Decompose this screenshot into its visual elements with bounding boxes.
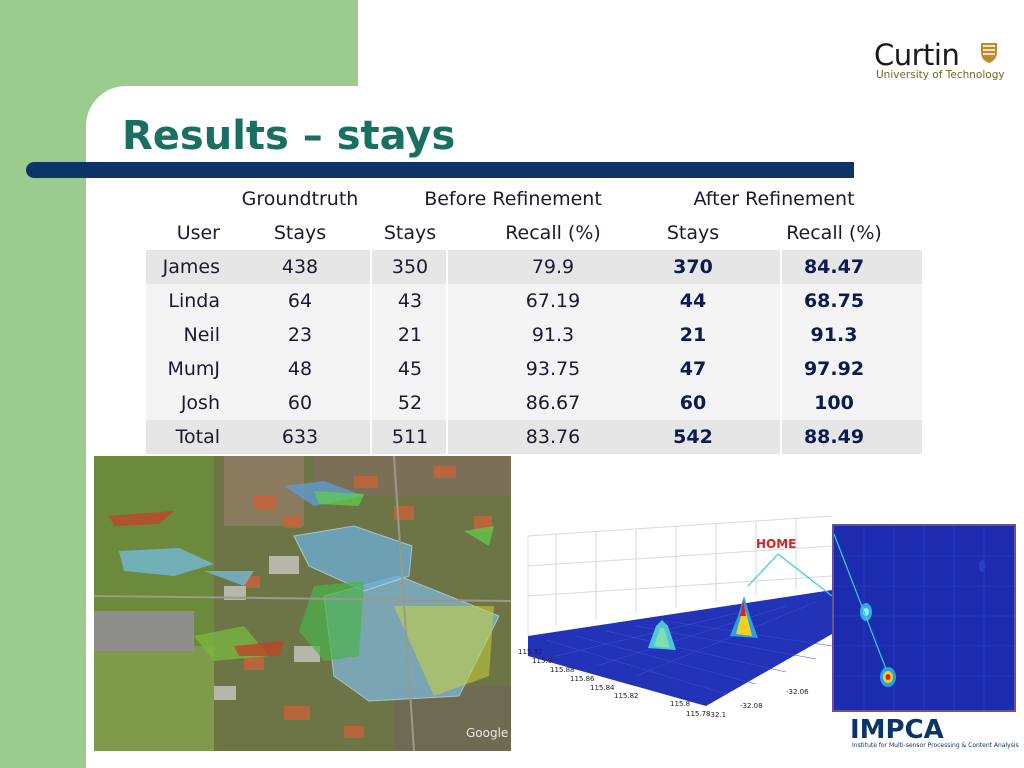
table-row-total: Total 633 511 83.76 542 88.49 <box>146 420 922 454</box>
cell-before-stays: 350 <box>391 256 429 278</box>
header-before-stays: Stays <box>383 222 437 244</box>
cell-after-stays: 542 <box>673 426 713 448</box>
y-tick: 115.84 <box>590 684 615 692</box>
cell-before-stays: 21 <box>397 324 423 346</box>
cell-before-recall: 93.75 <box>525 358 581 380</box>
cell-before-stays: 52 <box>397 392 423 414</box>
cell-before-recall: 86.67 <box>525 392 581 414</box>
x-tick: -32.06 <box>786 688 809 696</box>
y-tick: 115.78 <box>686 710 711 718</box>
cell-after-stays: 21 <box>679 324 707 346</box>
slide-title: Results – stays <box>122 113 456 159</box>
table-row: Neil 23 21 91.3 21 91.3 <box>146 318 922 352</box>
map-graphic <box>94 456 511 751</box>
group-header-after: After Refinement <box>693 188 855 210</box>
cell-gt-stays: 48 <box>287 358 313 380</box>
shield-icon <box>981 43 997 63</box>
group-header-groundtruth: Groundtruth <box>241 188 359 210</box>
heatmap-graphic <box>833 526 1014 710</box>
logo-subtitle: University of Technology <box>876 69 1005 81</box>
y-tick: 115.86 <box>570 675 595 683</box>
cell-user: James <box>162 256 220 278</box>
table-row: Linda 64 43 67.19 44 68.75 <box>146 284 922 318</box>
curtin-logo: Curtin University of Technology <box>874 38 1005 82</box>
header-after-stays: Stays <box>666 222 720 244</box>
cell-user: Josh <box>180 392 220 414</box>
cell-user: Total <box>175 426 220 448</box>
y-tick: 115.88 <box>550 666 575 674</box>
x-tick: -32.08 <box>740 702 763 710</box>
table-row: MumJ 48 45 93.75 47 97.92 <box>146 352 922 386</box>
cell-after-stays: 47 <box>679 358 707 380</box>
cell-before-recall: 91.3 <box>531 324 575 346</box>
y-tick: 115.92 <box>518 648 543 656</box>
cell-user: Linda <box>168 290 220 312</box>
cell-gt-stays: 60 <box>287 392 313 414</box>
cell-gt-stays: 23 <box>287 324 313 346</box>
table-row: Josh 60 52 86.67 60 100 <box>146 386 922 420</box>
cell-after-recall: 97.92 <box>803 358 865 380</box>
cell-after-recall: 68.75 <box>803 290 865 312</box>
cell-user: Neil <box>183 324 220 346</box>
impca-subtitle: Institute for Multi-sensor Processing & … <box>852 742 1019 749</box>
satellite-map-image: Google <box>94 456 511 751</box>
y-tick: 115.9 <box>532 657 552 665</box>
cell-before-recall: 79.9 <box>531 256 575 278</box>
table-row: James 438 350 79.9 370 84.47 <box>146 250 922 284</box>
cell-before-stays: 45 <box>397 358 423 380</box>
y-tick: 115.82 <box>614 692 639 700</box>
cell-after-recall: 88.49 <box>803 426 865 448</box>
column-header-row: User Stays Stays Recall (%) Stays Recall… <box>146 216 922 250</box>
cell-after-stays: 60 <box>679 392 707 414</box>
cell-before-stays: 43 <box>397 290 423 312</box>
impca-logo: IMPCA Institute for Multi-sensor Process… <box>850 716 1020 756</box>
group-header-row: Groundtruth Before Refinement After Refi… <box>146 182 922 216</box>
top-strip <box>358 0 1024 86</box>
cell-after-stays: 44 <box>679 290 707 312</box>
cell-after-recall: 91.3 <box>810 324 858 346</box>
y-tick: 115.8 <box>670 700 690 708</box>
home-annotation: HOME <box>756 537 796 551</box>
header-user: User <box>176 222 220 244</box>
cell-after-stays: 370 <box>673 256 713 278</box>
group-header-before: Before Refinement <box>424 188 602 210</box>
header-before-recall: Recall (%) <box>505 222 601 244</box>
cell-after-recall: 84.47 <box>803 256 865 278</box>
cell-before-recall: 67.19 <box>525 290 581 312</box>
cell-user: MumJ <box>167 358 220 380</box>
stays-table: Groundtruth Before Refinement After Refi… <box>146 182 922 454</box>
header-gt-stays: Stays <box>273 222 327 244</box>
density-3d-plot: 115.92 115.9 115.88 115.86 115.84 115.82… <box>516 515 833 720</box>
cell-gt-stays: 438 <box>281 256 319 278</box>
cell-gt-stays: 64 <box>287 290 313 312</box>
impca-name: IMPCA <box>850 715 944 745</box>
header-after-recall: Recall (%) <box>786 222 882 244</box>
map-watermark: Google <box>466 726 509 740</box>
heatmap-image <box>832 524 1016 712</box>
cell-before-stays: 511 <box>391 426 429 448</box>
plot-3d-graphic: 115.92 115.9 115.88 115.86 115.84 115.82… <box>518 515 833 719</box>
cell-after-recall: 100 <box>814 392 854 414</box>
cell-gt-stays: 633 <box>281 426 319 448</box>
x-tick: -32.1 <box>708 711 726 719</box>
logo-name: Curtin <box>874 38 960 72</box>
cell-before-recall: 83.76 <box>525 426 581 448</box>
title-rule <box>26 162 854 178</box>
